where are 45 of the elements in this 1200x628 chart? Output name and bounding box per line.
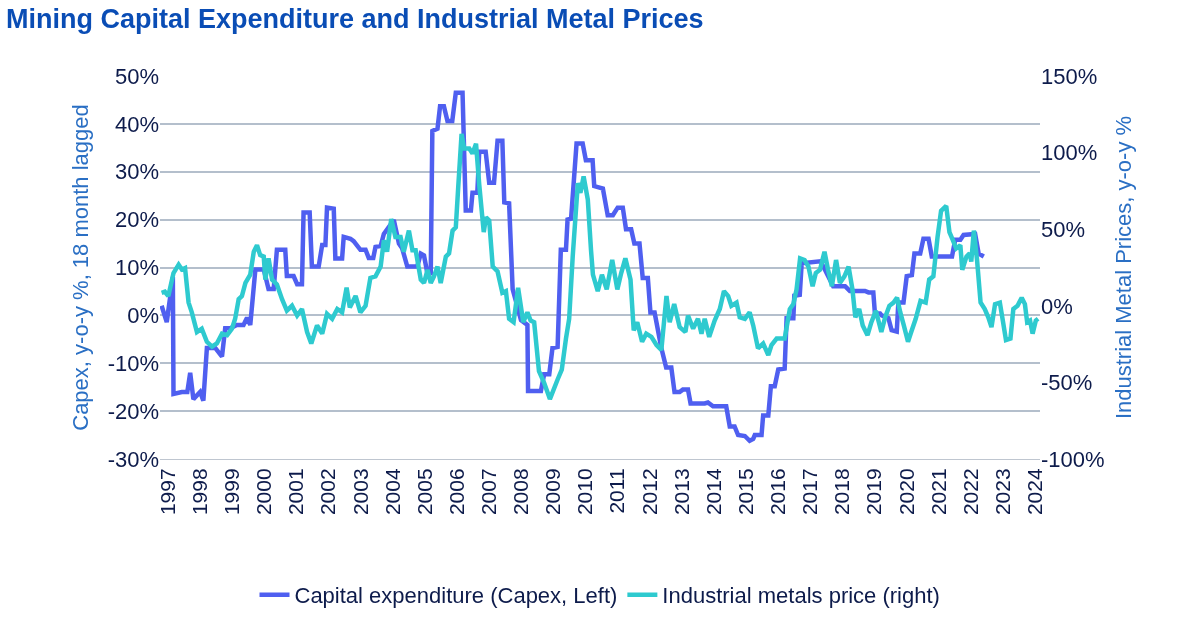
x-tick-label: 2003 — [348, 468, 372, 516]
x-tick-label: 2011 — [605, 468, 629, 514]
x-tick-label: 2002 — [316, 468, 340, 516]
x-tick-label: 2000 — [252, 468, 276, 516]
x-tick-label: 1999 — [220, 468, 244, 516]
x-tick-label: 2015 — [733, 468, 757, 516]
x-tick-label: 2017 — [798, 468, 822, 516]
x-tick-label: 2007 — [477, 468, 501, 516]
y-tick-label: -10% — [107, 350, 159, 376]
y2-tick-label: 150% — [1041, 63, 1098, 89]
x-tick-label: 2022 — [958, 468, 982, 516]
x-tick-label: 2012 — [637, 468, 661, 516]
y-tick-label: 50% — [114, 63, 159, 89]
chart-title: Mining Capital Expenditure and Industrial Metal Prices — [6, 4, 704, 35]
y2-tick-label: 50% — [1041, 216, 1086, 242]
x-tick-label: 2020 — [894, 468, 918, 516]
legend-label: Capital expenditure (Capex, Left) — [294, 583, 618, 609]
x-tick-label: 2013 — [669, 468, 693, 516]
x-tick-label: 2010 — [573, 468, 597, 516]
x-tick-label: 2019 — [862, 468, 886, 516]
y2-tick-label: 100% — [1041, 140, 1098, 166]
x-tick-label: 2018 — [830, 468, 854, 516]
y2-tick-label: -50% — [1041, 370, 1093, 396]
y-axis-title: Capex, y-o-y %, 18 month lagged — [68, 104, 94, 431]
x-tick-label: 2004 — [380, 468, 404, 516]
x-tick-label: 2006 — [444, 468, 468, 516]
line-series — [160, 131, 1040, 402]
y-tick-label: 10% — [114, 255, 159, 281]
x-tick-label: 2014 — [701, 468, 725, 516]
x-tick-label: 2005 — [412, 468, 436, 516]
x-tick-label: 2016 — [766, 468, 790, 516]
x-tick-label: 2008 — [509, 468, 533, 516]
x-tick-label: 1998 — [187, 468, 211, 516]
y-tick-label: 30% — [114, 159, 159, 185]
x-tick-label: 2021 — [926, 468, 950, 516]
legend-label: Industrial metals price (right) — [662, 583, 940, 609]
y2-axis-title: Industrial Metal Prices, y-o-y % — [1111, 115, 1137, 420]
y-tick-label: 40% — [114, 111, 159, 137]
y-tick-label: -20% — [107, 398, 159, 424]
y-tick-label: 20% — [114, 207, 159, 233]
y-tick-label: 0% — [127, 303, 159, 329]
y2-tick-label: 0% — [1041, 293, 1073, 319]
x-tick-label: 2009 — [541, 468, 565, 516]
x-tick-label: 2001 — [284, 468, 308, 516]
x-tick-label: 2023 — [990, 468, 1014, 516]
